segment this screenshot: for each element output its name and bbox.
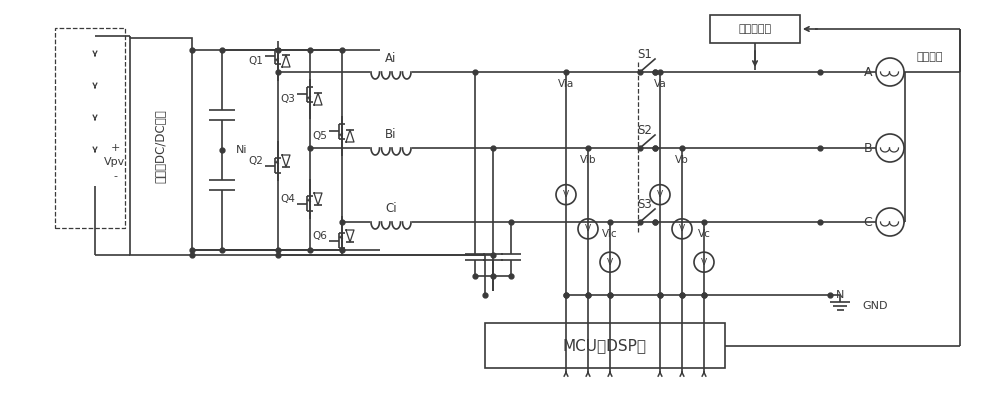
- Text: V: V: [657, 190, 663, 199]
- Bar: [85, 48, 105, 62]
- Bar: [130, 38, 192, 255]
- Bar: [55, 28, 125, 228]
- Text: +: +: [110, 143, 120, 153]
- Text: Q6: Q6: [313, 231, 327, 241]
- Text: Q3: Q3: [281, 94, 295, 104]
- Text: MCU（DSP）: MCU（DSP）: [563, 338, 647, 353]
- Text: N: N: [836, 290, 844, 300]
- Text: V: V: [563, 190, 569, 199]
- Text: V: V: [679, 224, 685, 233]
- Text: Ni: Ni: [236, 145, 248, 155]
- Text: V: V: [607, 258, 613, 267]
- Text: V: V: [585, 224, 591, 233]
- Text: Ai: Ai: [385, 51, 397, 64]
- Bar: [85, 80, 105, 94]
- Text: C: C: [864, 216, 872, 228]
- Text: S3: S3: [638, 198, 652, 211]
- Text: 继电器驱动: 继电器驱动: [738, 24, 772, 34]
- Bar: [85, 144, 105, 158]
- Text: S2: S2: [638, 124, 652, 137]
- Text: Q5: Q5: [313, 131, 327, 141]
- Text: Via: Via: [558, 79, 574, 89]
- Text: B: B: [864, 141, 872, 154]
- Text: -: -: [113, 171, 117, 181]
- Text: Q1: Q1: [249, 56, 263, 66]
- Text: Q2: Q2: [249, 156, 263, 166]
- Text: Vpv: Vpv: [104, 157, 126, 167]
- Text: Bi: Bi: [385, 128, 397, 141]
- Text: Vb: Vb: [675, 155, 689, 165]
- Text: GND: GND: [862, 301, 888, 311]
- Text: Ci: Ci: [385, 201, 397, 214]
- Text: S1: S1: [638, 47, 652, 60]
- Text: 三相电网: 三相电网: [917, 52, 943, 62]
- Text: Q4: Q4: [281, 194, 295, 204]
- Bar: [710, 15, 800, 43]
- Text: 非隔离DC/DC电路: 非隔离DC/DC电路: [155, 110, 168, 183]
- Bar: [485, 323, 725, 368]
- Text: Va: Va: [654, 79, 666, 89]
- Text: Vib: Vib: [580, 155, 596, 165]
- Text: A: A: [864, 66, 872, 79]
- Text: Vic: Vic: [602, 229, 618, 239]
- Text: Vc: Vc: [698, 229, 710, 239]
- Bar: [85, 112, 105, 126]
- Text: V: V: [701, 258, 707, 267]
